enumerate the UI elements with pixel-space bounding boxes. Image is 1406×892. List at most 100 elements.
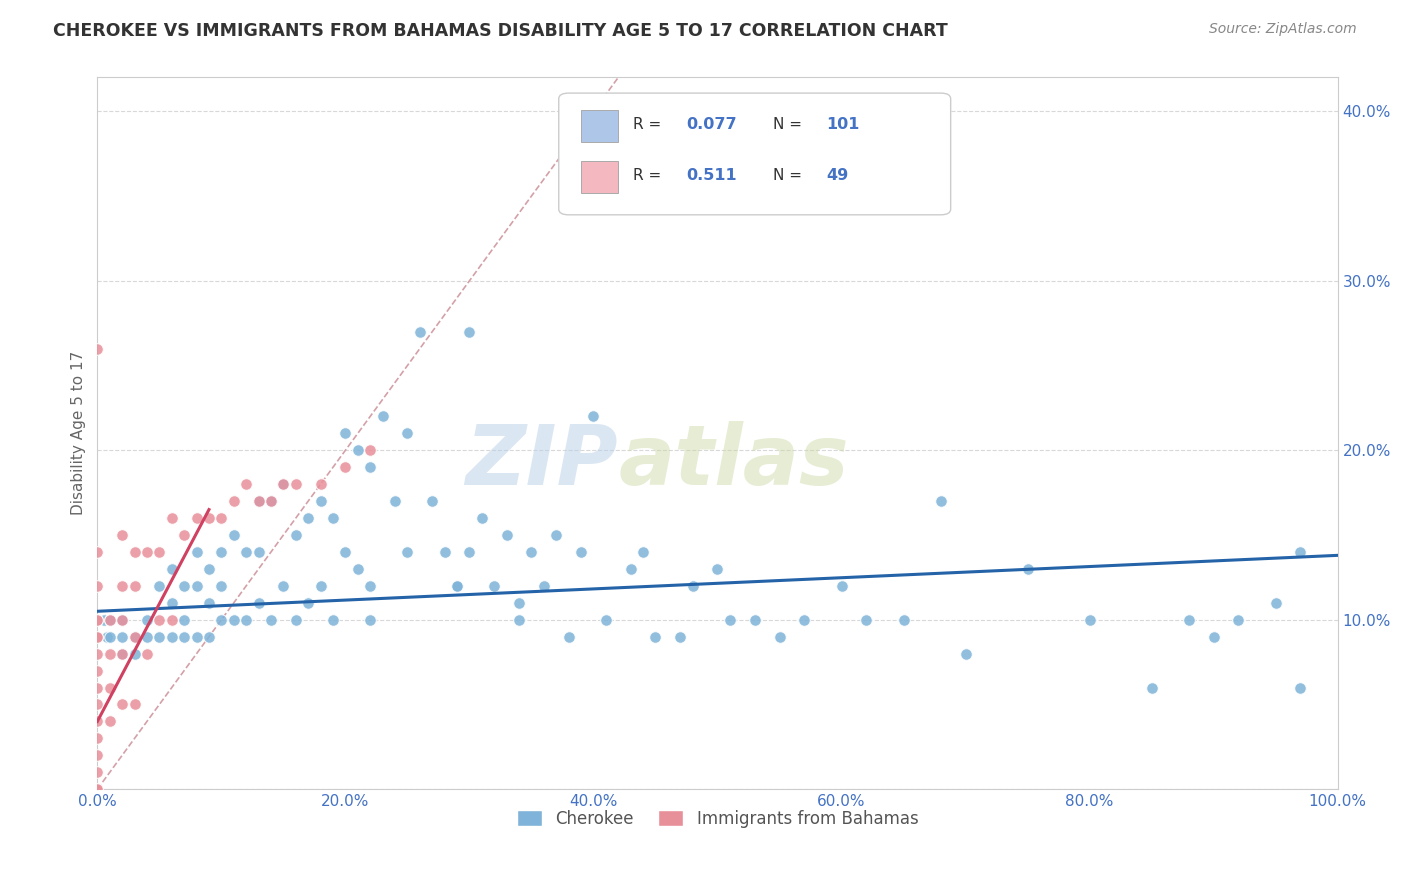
Text: atlas: atlas (619, 421, 849, 502)
Point (160, 630, 183, 644)
Point (86, 681, 108, 695)
FancyBboxPatch shape (581, 161, 619, 193)
Point (160, 596, 183, 610)
Point (557, 630, 579, 644)
Point (209, 579, 232, 593)
Point (198, 596, 221, 610)
Point (111, 698, 134, 712)
Point (98, 714, 121, 729)
Point (446, 579, 468, 593)
Point (309, 494, 332, 508)
Point (322, 511, 344, 525)
Point (198, 511, 221, 525)
Point (793, 613, 815, 627)
Point (86, 647, 108, 661)
Point (86, 630, 108, 644)
Point (235, 477, 257, 491)
Text: R =: R = (633, 169, 661, 183)
Text: 101: 101 (827, 117, 860, 132)
Point (173, 630, 195, 644)
Point (86, 782, 108, 797)
Point (260, 494, 283, 508)
Point (209, 613, 232, 627)
Point (396, 545, 419, 559)
Point (508, 596, 530, 610)
Point (682, 579, 704, 593)
Point (124, 647, 146, 661)
Point (371, 409, 394, 424)
Text: N =: N = (773, 169, 803, 183)
Point (1178, 613, 1201, 627)
Point (322, 613, 344, 627)
Point (955, 647, 977, 661)
Point (1140, 681, 1163, 695)
Point (160, 613, 183, 627)
Point (718, 613, 741, 627)
Point (359, 613, 381, 627)
Point (186, 511, 208, 525)
Point (335, 460, 357, 475)
Point (111, 630, 134, 644)
Text: N =: N = (773, 117, 803, 132)
Point (111, 613, 134, 627)
Point (96, 630, 118, 644)
Point (124, 630, 146, 644)
Point (669, 630, 692, 644)
Point (173, 528, 195, 542)
Point (124, 579, 146, 593)
Point (595, 613, 617, 627)
Point (359, 579, 381, 593)
Point (173, 579, 195, 593)
Point (148, 630, 170, 644)
Point (86, 782, 108, 797)
Point (86, 698, 108, 712)
Point (186, 579, 208, 593)
Point (209, 511, 232, 525)
Text: 0.077: 0.077 (686, 117, 737, 132)
Point (273, 579, 295, 593)
Point (1289, 545, 1312, 559)
FancyBboxPatch shape (558, 93, 950, 215)
Point (433, 545, 456, 559)
Point (111, 528, 134, 542)
Point (186, 630, 208, 644)
Point (1289, 681, 1312, 695)
Point (148, 579, 170, 593)
Point (111, 579, 134, 593)
Point (260, 613, 283, 627)
Point (86, 613, 108, 627)
Point (98, 681, 121, 695)
Point (124, 545, 146, 559)
Point (86, 630, 108, 644)
Point (86, 731, 108, 746)
Point (631, 545, 654, 559)
Point (273, 477, 295, 491)
Point (495, 528, 517, 542)
Point (396, 426, 419, 441)
Point (471, 511, 494, 525)
Point (893, 613, 915, 627)
Point (569, 545, 592, 559)
Point (148, 613, 170, 627)
Point (384, 494, 406, 508)
Point (86, 579, 108, 593)
Point (111, 647, 134, 661)
Point (582, 409, 605, 424)
FancyBboxPatch shape (581, 110, 619, 142)
Point (458, 325, 481, 339)
Point (706, 562, 728, 576)
Point (198, 562, 221, 576)
Point (247, 494, 270, 508)
Point (284, 477, 307, 491)
Point (86, 664, 108, 678)
Point (1227, 613, 1250, 627)
Point (644, 630, 666, 644)
Point (855, 613, 877, 627)
Point (309, 477, 332, 491)
Point (768, 630, 790, 644)
Text: R =: R = (633, 117, 661, 132)
Point (186, 545, 208, 559)
Text: ZIP: ZIP (465, 421, 619, 502)
Point (98, 647, 121, 661)
Point (98, 613, 121, 627)
